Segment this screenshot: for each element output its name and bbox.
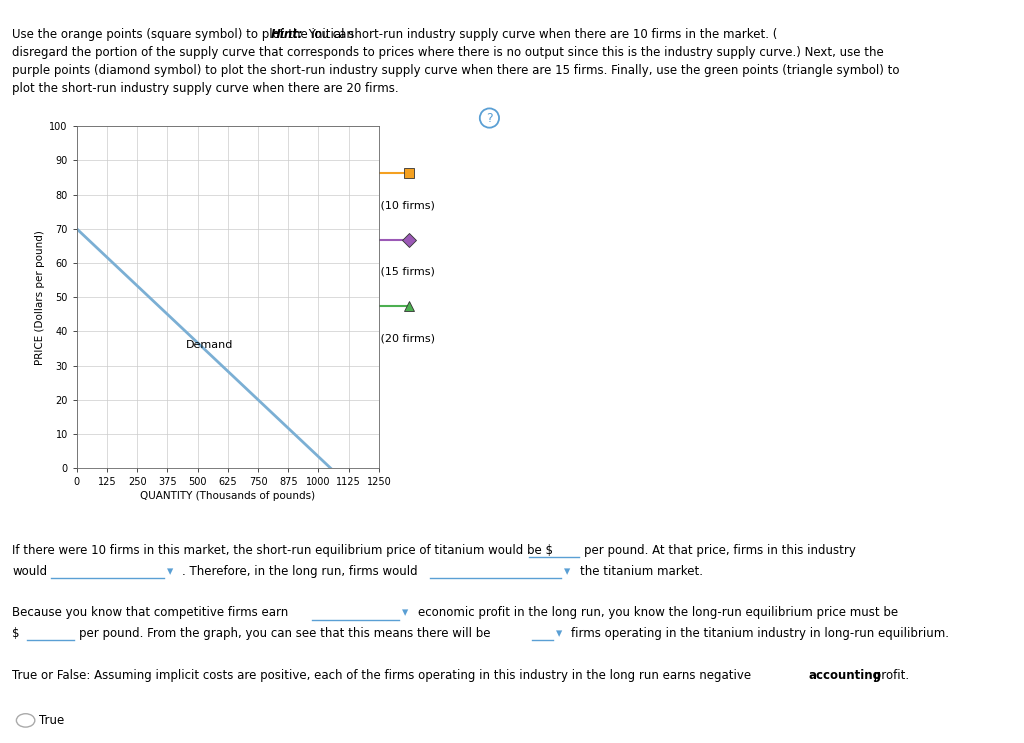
X-axis label: QUANTITY (Thousands of pounds): QUANTITY (Thousands of pounds) (140, 491, 315, 502)
Text: Supply (15 firms): Supply (15 firms) (339, 267, 435, 277)
Text: Hint:: Hint: (270, 28, 303, 41)
Text: ▾: ▾ (167, 565, 173, 577)
Text: purple points (diamond symbol) to plot the short-run industry supply curve when : purple points (diamond symbol) to plot t… (12, 64, 900, 77)
Text: You can: You can (305, 28, 354, 41)
Text: per pound. From the graph, you can see that this means there will be: per pound. From the graph, you can see t… (79, 627, 490, 640)
Text: ▾: ▾ (564, 565, 570, 577)
Text: plot the short-run industry supply curve when there are 20 firms.: plot the short-run industry supply curve… (12, 82, 399, 94)
Text: profit.: profit. (870, 669, 909, 681)
Text: firms operating in the titanium industry in long-run equilibrium.: firms operating in the titanium industry… (571, 627, 949, 640)
Text: If there were 10 firms in this market, the short-run equilibrium price of titani: If there were 10 firms in this market, t… (12, 544, 553, 557)
Text: ?: ? (486, 111, 493, 125)
Text: per pound. At that price, firms in this industry: per pound. At that price, firms in this … (584, 544, 856, 557)
Text: $: $ (12, 627, 19, 640)
Text: economic profit in the long run, you know the long-run equilibrium price must be: economic profit in the long run, you kno… (418, 606, 898, 619)
Text: Supply (20 firms): Supply (20 firms) (339, 334, 435, 344)
Text: disregard the portion of the supply curve that corresponds to prices where there: disregard the portion of the supply curv… (12, 46, 884, 59)
Text: True or False: Assuming implicit costs are positive, each of the firms operating: True or False: Assuming implicit costs a… (12, 669, 755, 681)
Text: Because you know that competitive firms earn: Because you know that competitive firms … (12, 606, 289, 619)
Text: Demand: Demand (185, 340, 232, 351)
Text: ▾: ▾ (556, 627, 562, 640)
Text: Use the orange points (square symbol) to plot the initial short-run industry sup: Use the orange points (square symbol) to… (12, 28, 777, 41)
Text: ▾: ▾ (402, 606, 409, 619)
Text: accounting: accounting (809, 669, 882, 681)
Y-axis label: PRICE (Dollars per pound): PRICE (Dollars per pound) (35, 230, 45, 365)
Text: . Therefore, in the long run, firms would: . Therefore, in the long run, firms woul… (182, 565, 418, 577)
Text: Supply (10 firms): Supply (10 firms) (339, 201, 435, 211)
Text: the titanium market.: the titanium market. (580, 565, 702, 577)
Text: would: would (12, 565, 47, 577)
Text: True: True (39, 715, 65, 727)
